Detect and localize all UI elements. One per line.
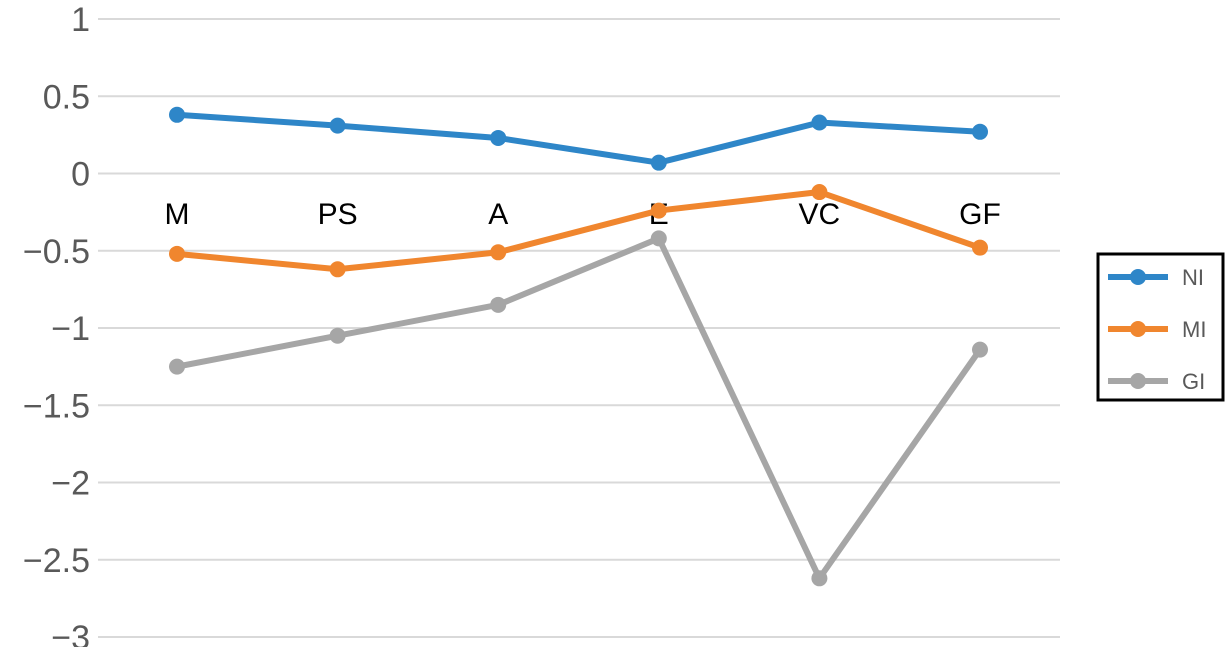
series-mi — [169, 184, 988, 278]
gridlines — [98, 18, 1060, 638]
data-point — [811, 184, 828, 201]
legend-label: MI — [1182, 317, 1206, 342]
data-point — [169, 245, 185, 262]
data-point — [490, 244, 507, 261]
y-tick-label: −3 — [51, 619, 90, 647]
y-tick-label: 0.5 — [43, 78, 90, 116]
legend-swatch-marker — [1130, 269, 1146, 285]
legend-swatch-marker — [1130, 321, 1146, 337]
series-line — [174, 189, 983, 273]
data-point — [490, 129, 507, 146]
legend: NI MI GI — [1096, 252, 1225, 402]
series-gi — [169, 230, 988, 587]
data-point — [650, 202, 667, 219]
series-ni — [169, 106, 988, 171]
category-label: PS — [318, 198, 358, 231]
y-tick-label: −0.5 — [23, 233, 90, 271]
data-point — [169, 106, 185, 123]
category-label: M — [165, 198, 190, 231]
data-point — [811, 114, 828, 131]
series-group — [169, 106, 988, 587]
category-label: GF — [959, 198, 1001, 231]
y-axis-tick-labels: 1 0.5 0 −0.5 −1 −1.5 −2 −2.5 −3 — [23, 1, 90, 647]
data-point — [329, 261, 346, 278]
data-point — [490, 296, 507, 313]
legend-entry-mi: MI — [1108, 317, 1206, 342]
legend-entry-gi: GI — [1108, 369, 1205, 394]
data-point — [972, 239, 988, 256]
data-point — [329, 117, 346, 134]
y-tick-label: −1 — [51, 310, 90, 348]
data-point — [811, 570, 828, 587]
y-tick-label: −2.5 — [23, 542, 90, 580]
data-point — [650, 154, 667, 171]
legend-label: NI — [1182, 265, 1204, 290]
legend-label: GI — [1182, 369, 1205, 394]
data-point — [972, 123, 988, 140]
data-point — [650, 230, 667, 247]
legend-entry-ni: NI — [1108, 265, 1204, 290]
y-tick-label: −1.5 — [23, 387, 90, 425]
category-label: VC — [799, 198, 841, 231]
y-tick-label: 0 — [71, 156, 90, 194]
legend-items: NI MI GI — [1108, 265, 1206, 394]
data-point — [972, 341, 988, 358]
y-tick-label: 1 — [71, 1, 90, 39]
data-point — [329, 327, 346, 344]
category-label: A — [488, 198, 508, 231]
y-tick-label: −2 — [51, 465, 90, 503]
legend-swatch-marker — [1130, 373, 1146, 389]
data-point — [169, 358, 185, 375]
series-line — [174, 111, 983, 166]
series-line — [174, 235, 983, 582]
